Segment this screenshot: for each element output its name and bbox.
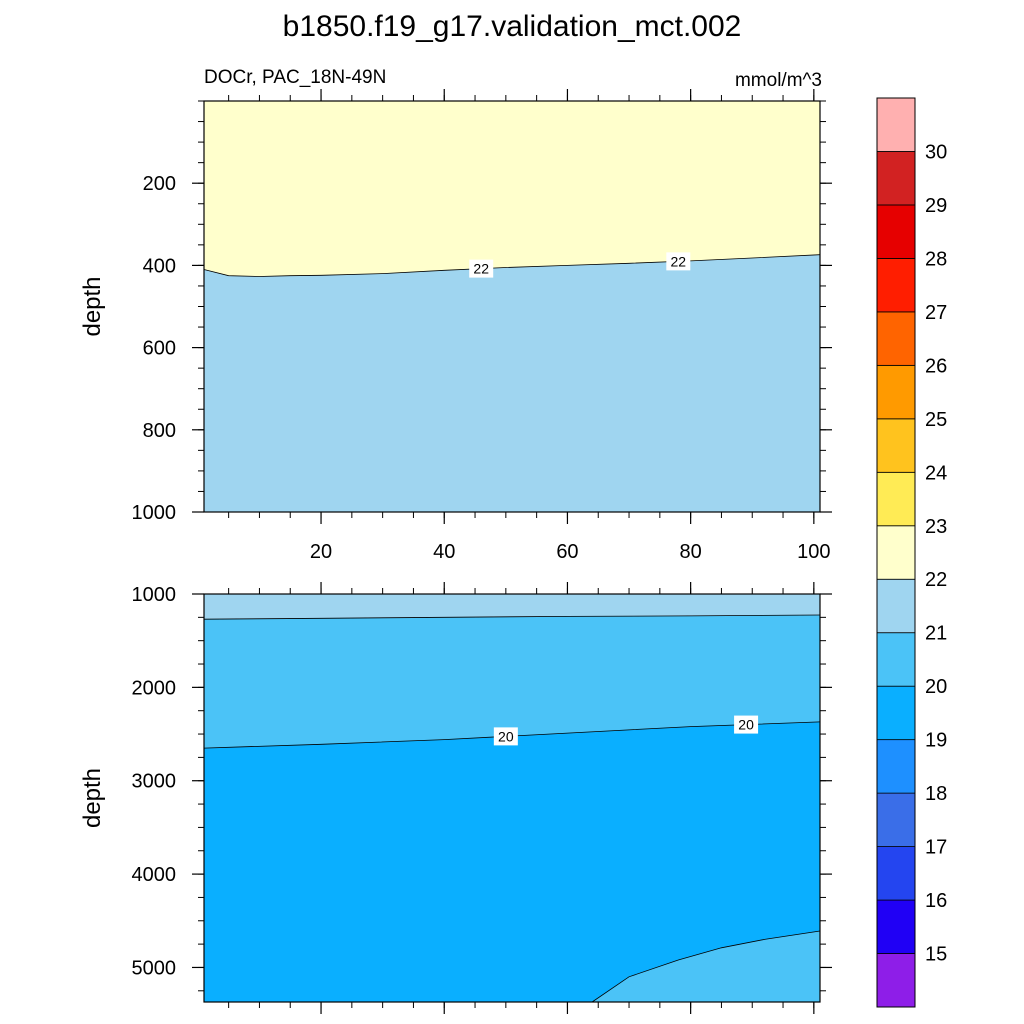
y-tick-label: 1000: [132, 502, 177, 524]
contour-line-20: [591, 930, 821, 1003]
panel-lower: 20 20 1000 2000 3000 4000 5000 depth: [79, 582, 832, 1014]
colorbar-label: 24: [925, 462, 947, 484]
colorbar-swatch: [876, 953, 916, 1008]
x-tick-label: 100: [797, 541, 830, 563]
region-fill-20–21: [204, 615, 820, 749]
colorbar-label: 16: [925, 890, 947, 912]
contour-label-box: [734, 715, 759, 734]
units-label: mmol/m^3: [735, 70, 822, 91]
colorbar-swatch: [876, 846, 916, 901]
y-tick-label: 4000: [132, 864, 177, 886]
y-tick-label: 400: [143, 255, 176, 277]
panel-frame: [203, 593, 821, 1003]
colorbar-swatch: [876, 525, 916, 580]
y-tick-label: 800: [143, 420, 176, 442]
x-tick-label: 20: [310, 541, 332, 563]
colorbar-label: 26: [925, 355, 947, 377]
colorbar-label: 27: [925, 302, 947, 324]
contour-label: 22: [671, 253, 687, 269]
colorbar: 15 16 17 18 19 20 21 22 23 24 25 26 27 28 29 30: [876, 97, 947, 1008]
x-axis-lower: [228, 582, 815, 1014]
colorbar-swatch: [876, 311, 916, 366]
contour-label-box: [666, 252, 691, 271]
colorbar-label: 20: [925, 676, 947, 698]
contour-label: 20: [498, 728, 514, 744]
colorbar-swatch: [876, 632, 916, 687]
y-axis-label-lower: depth: [79, 768, 106, 828]
colorbar-label: 15: [925, 944, 947, 966]
colorbar-label: 19: [925, 730, 947, 752]
x-axis-upper: 20 40 60 80 100: [228, 89, 831, 563]
contour-line-22: [203, 254, 821, 277]
y-axis-upper: 200 400 600 800 1000: [132, 100, 832, 524]
colorbar-swatch: [876, 418, 916, 473]
x-tick-label: 80: [680, 541, 702, 563]
colorbar-label: 21: [925, 623, 947, 645]
colorbar-swatch: [876, 471, 916, 527]
contour-label-box: [469, 259, 494, 278]
colorbar-swatch: [876, 899, 916, 954]
y-tick-label: 3000: [132, 771, 177, 793]
colorbar-label: 18: [925, 783, 947, 805]
colorbar-swatch: [876, 97, 916, 152]
contour-label: 22: [473, 261, 489, 277]
colorbar-swatch: [876, 685, 916, 741]
y-tick-label: 600: [143, 338, 176, 360]
contour-line-21: [203, 614, 821, 620]
colorbar-label: 17: [925, 837, 947, 859]
colorbar-swatch: [876, 739, 916, 794]
y-axis-label-upper: depth: [79, 276, 106, 336]
colorbar-label: 29: [925, 195, 947, 217]
x-tick-label: 40: [433, 541, 455, 563]
colorbar-label: 28: [925, 248, 947, 270]
colorbar-frame: [876, 97, 916, 1008]
colorbar-swatch: [876, 204, 916, 259]
colorbar-label: 22: [925, 569, 947, 591]
colorbar-label: 25: [925, 409, 947, 431]
y-tick-label: 5000: [132, 957, 177, 979]
colorbar-swatch: [876, 258, 916, 313]
x-tick-label: 60: [556, 541, 578, 563]
y-tick-label: 2000: [132, 677, 177, 699]
contour-label-box: [493, 727, 518, 746]
colorbar-label: 23: [925, 516, 947, 538]
region-fill-bottom-right: [592, 931, 820, 1002]
colorbar-swatch: [876, 792, 916, 847]
region-fill-21–22: [204, 594, 820, 620]
y-tick-label: 1000: [132, 584, 177, 606]
y-tick-label: 200: [143, 173, 176, 195]
colorbar-swatch: [876, 151, 916, 206]
contour-label: 20: [738, 717, 754, 733]
variable-label: DOCr, PAC_18N-49N: [204, 67, 386, 88]
colorbar-swatch: [876, 364, 916, 420]
panel-upper: 22 22 200 400 600 800 1000 20 40 60 80 100 depth: [79, 89, 832, 563]
y-axis-lower: 1000 2000 3000 4000 5000: [132, 584, 832, 992]
colorbar-swatch: [876, 578, 916, 634]
region-fill-22–23: [204, 101, 820, 277]
chart-title: b1850.f19_g17.validation_mct.002: [283, 10, 742, 43]
colorbar-label: 30: [925, 141, 947, 163]
